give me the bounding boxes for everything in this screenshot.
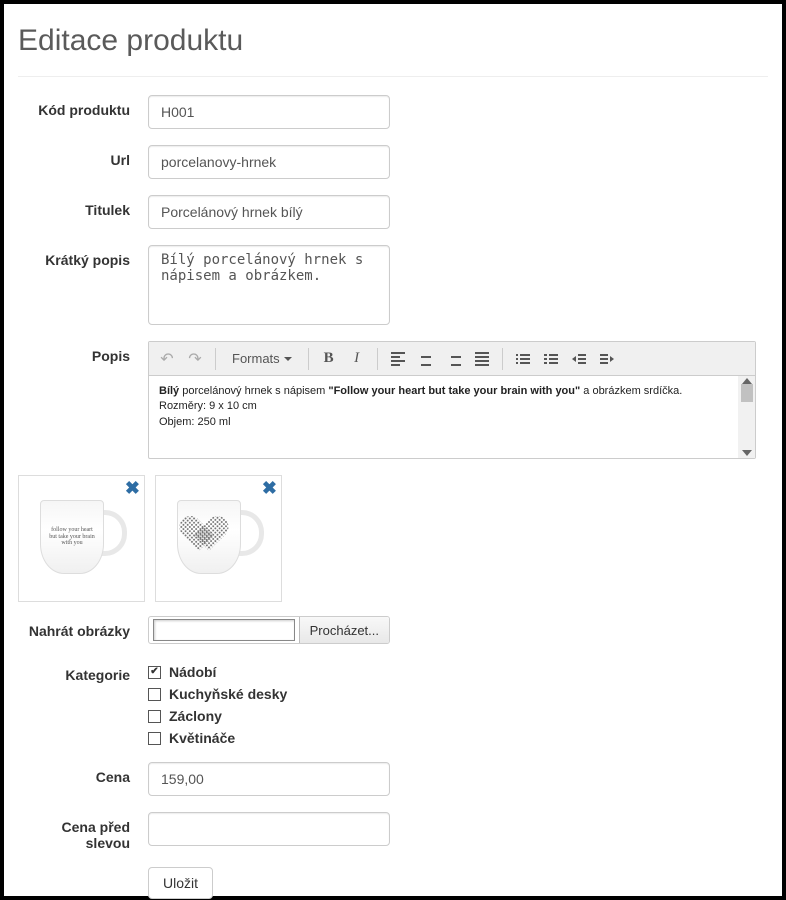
align-center-button[interactable]: [412, 345, 440, 373]
align-right-button[interactable]: [440, 345, 468, 373]
title-input[interactable]: [148, 195, 390, 229]
checkbox-icon[interactable]: [148, 688, 161, 701]
label-price-before: Cena před slevou: [18, 812, 148, 851]
url-input[interactable]: [148, 145, 390, 179]
label-code: Kód produktu: [18, 95, 148, 118]
checkbox-icon[interactable]: [148, 732, 161, 745]
bold-button[interactable]: B: [315, 345, 343, 373]
editor-scrollbar[interactable]: [738, 376, 755, 458]
editor-toolbar: ↶ ↷ Formats B I: [149, 342, 755, 376]
divider: [18, 76, 768, 77]
price-before-input[interactable]: [148, 812, 390, 846]
file-input[interactable]: Procházet...: [148, 616, 390, 644]
category-list: ✔ Nádobí Kuchyňské desky Záclony Květináče: [148, 660, 287, 746]
italic-button[interactable]: I: [343, 345, 371, 373]
page-title: Editace produktu: [18, 24, 768, 58]
label-desc: Popis: [18, 341, 148, 364]
mug-caption: follow your heart but take your brain wi…: [41, 527, 103, 547]
editor-content[interactable]: Bílý porcelánový hrnek s nápisem "Follow…: [149, 376, 738, 458]
image-thumbnail: ✖ follow your heart but take your brain …: [18, 475, 145, 602]
formats-label: Formats: [232, 351, 280, 366]
undo-button[interactable]: ↶: [153, 345, 181, 373]
checkbox-icon[interactable]: ✔: [148, 666, 161, 679]
scroll-thumb[interactable]: [741, 384, 753, 402]
label-title: Titulek: [18, 195, 148, 218]
label-price: Cena: [18, 762, 148, 785]
category-item[interactable]: Kuchyňské desky: [148, 686, 287, 702]
browse-button[interactable]: Procházet...: [299, 617, 389, 643]
indent-button[interactable]: [593, 345, 621, 373]
code-input[interactable]: [148, 95, 390, 129]
price-input[interactable]: [148, 762, 390, 796]
numbered-list-button[interactable]: [537, 345, 565, 373]
align-justify-button[interactable]: [468, 345, 496, 373]
category-label: Nádobí: [169, 664, 216, 680]
chevron-down-icon: [284, 357, 292, 361]
category-label: Kuchyňské desky: [169, 686, 287, 702]
save-button[interactable]: Uložit: [148, 867, 213, 899]
category-item[interactable]: Záclony: [148, 708, 287, 724]
image-gallery: ✖ follow your heart but take your brain …: [18, 475, 768, 602]
category-label: Květináče: [169, 730, 235, 746]
label-upload: Nahrát obrázky: [18, 616, 148, 639]
label-url: Url: [18, 145, 148, 168]
formats-dropdown[interactable]: Formats: [222, 345, 302, 373]
redo-button[interactable]: ↷: [181, 345, 209, 373]
mug-front-image: follow your heart but take your brain wi…: [34, 496, 129, 581]
label-categories: Kategorie: [18, 660, 148, 683]
checkbox-icon[interactable]: [148, 710, 161, 723]
category-item[interactable]: Květináče: [148, 730, 287, 746]
label-short-desc: Krátký popis: [18, 245, 148, 268]
short-desc-textarea[interactable]: Bílý porcelánový hrnek s nápisem a obráz…: [148, 245, 390, 325]
category-item[interactable]: ✔ Nádobí: [148, 664, 287, 680]
align-left-button[interactable]: [384, 345, 412, 373]
image-thumbnail: ✖: [155, 475, 282, 602]
outdent-button[interactable]: [565, 345, 593, 373]
rich-text-editor: ↶ ↷ Formats B I: [148, 341, 756, 459]
scroll-down-icon: [742, 450, 752, 456]
category-label: Záclony: [169, 708, 222, 724]
mug-back-image: [171, 496, 266, 581]
bullet-list-button[interactable]: [509, 345, 537, 373]
file-path-field[interactable]: [153, 619, 295, 641]
